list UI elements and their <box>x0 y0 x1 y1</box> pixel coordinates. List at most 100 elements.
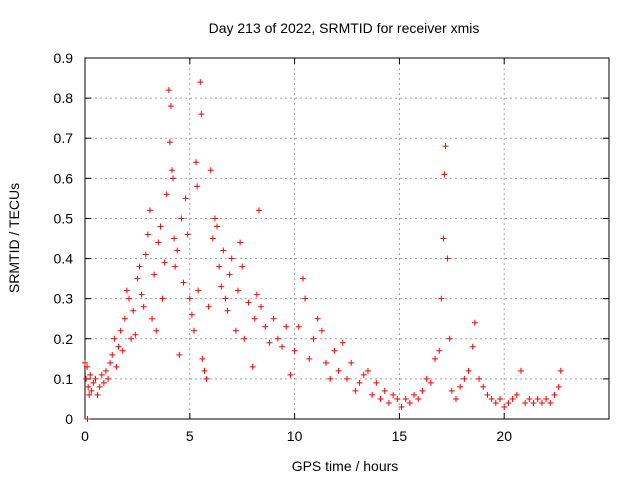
data-point <box>492 399 499 406</box>
data-point <box>239 263 246 270</box>
data-point <box>438 295 445 302</box>
data-point <box>419 387 426 394</box>
data-point <box>291 347 298 354</box>
data-point <box>209 235 216 242</box>
data-point <box>228 255 235 262</box>
data-point <box>226 271 233 278</box>
y-tick-label: 0.2 <box>54 331 74 347</box>
data-point <box>170 175 177 182</box>
data-point <box>394 395 401 402</box>
data-point <box>100 379 107 386</box>
data-point <box>310 335 317 342</box>
data-point <box>402 395 409 402</box>
data-point <box>194 183 201 190</box>
data-point <box>168 167 175 174</box>
data-point <box>92 375 99 382</box>
data-point <box>377 395 384 402</box>
data-point <box>530 399 537 406</box>
data-point <box>385 399 392 406</box>
y-tick-label: 0.7 <box>54 130 74 146</box>
data-point <box>82 359 88 366</box>
data-point <box>249 363 256 370</box>
data-point <box>335 367 342 374</box>
data-point <box>107 359 114 366</box>
x-tick-label: 5 <box>186 428 194 444</box>
data-point <box>255 207 262 214</box>
data-point <box>198 111 205 118</box>
x-tick-label: 10 <box>287 428 303 444</box>
y-tick-label: 0.8 <box>54 90 74 106</box>
data-point <box>84 416 91 422</box>
data-point <box>295 323 302 330</box>
data-point <box>222 295 229 302</box>
data-point <box>201 367 208 374</box>
data-point <box>117 327 124 334</box>
data-point <box>364 367 371 374</box>
data-point <box>138 291 145 298</box>
data-point <box>151 271 158 278</box>
data-point <box>452 395 459 402</box>
data-point <box>476 375 483 382</box>
data-point <box>522 399 529 406</box>
data-point <box>497 395 504 402</box>
data-point <box>471 319 478 326</box>
data-point <box>199 355 206 362</box>
data-point <box>534 395 541 402</box>
grid-lines <box>85 58 609 419</box>
y-tick-label: 0.9 <box>54 50 74 66</box>
chart-title: Day 213 of 2022, SRMTID for receiver xmi… <box>209 20 480 36</box>
data-point <box>501 403 508 410</box>
data-point <box>186 295 193 302</box>
data-point <box>86 391 93 398</box>
data-point <box>339 339 346 346</box>
data-point <box>457 383 464 390</box>
data-point <box>441 171 448 178</box>
data-point <box>251 315 258 322</box>
data-point <box>442 143 449 150</box>
data-point <box>373 379 380 386</box>
data-point <box>381 387 388 394</box>
data-point <box>87 371 94 378</box>
data-point <box>513 391 520 398</box>
data-point <box>207 167 214 174</box>
data-point <box>144 231 151 238</box>
data-point <box>174 247 181 254</box>
data-point <box>344 375 350 382</box>
data-point <box>132 331 139 338</box>
data-point <box>235 287 242 294</box>
data-point <box>440 235 447 242</box>
data-point <box>102 367 109 374</box>
data-point <box>232 327 239 334</box>
data-point <box>165 87 172 94</box>
data-point <box>258 303 265 310</box>
data-point <box>96 383 103 390</box>
data-point <box>119 347 126 354</box>
data-point <box>279 343 286 350</box>
data-point <box>163 191 170 198</box>
data-point <box>203 375 210 382</box>
data-point <box>327 375 334 382</box>
data-point <box>84 363 91 370</box>
data-point <box>318 327 325 334</box>
y-tick-label: 0.3 <box>54 291 74 307</box>
axis-ticks: 0 0.1 0.2 0.3 0.4 0.5 0.6 0.7 0.8 0.9 0 5 10 15 20 <box>54 50 609 444</box>
data-point <box>505 399 512 406</box>
plot-frame <box>84 57 610 420</box>
data-point <box>306 355 313 362</box>
data-point <box>245 299 252 306</box>
data-point <box>126 295 133 302</box>
data-point <box>218 283 225 290</box>
data-point <box>299 275 306 282</box>
data-point <box>136 263 143 270</box>
data-point <box>94 391 101 398</box>
data-point <box>302 295 309 302</box>
data-point <box>444 255 451 262</box>
data-point <box>484 391 491 398</box>
data-point <box>159 295 166 302</box>
data-point <box>197 79 204 86</box>
data-point <box>348 359 355 366</box>
data-point <box>557 367 564 374</box>
data-point <box>448 387 455 394</box>
data-point <box>423 375 430 382</box>
data-point <box>262 323 269 330</box>
